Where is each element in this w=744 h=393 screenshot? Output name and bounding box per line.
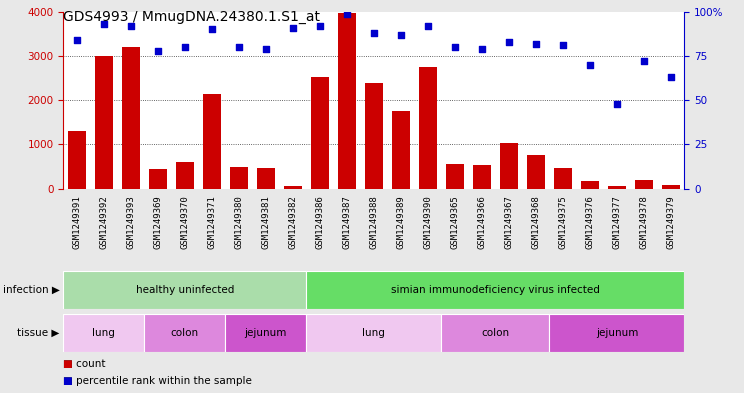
Text: ■ percentile rank within the sample: ■ percentile rank within the sample [63, 376, 252, 386]
Bar [307, 271, 684, 309]
Point [233, 44, 245, 50]
Point [71, 37, 83, 43]
Text: simian immunodeficiency virus infected: simian immunodeficiency virus infected [391, 285, 600, 295]
Bar [311, 77, 329, 189]
Point [395, 31, 407, 38]
Point [287, 24, 299, 31]
Point [341, 10, 353, 17]
Point [611, 101, 623, 107]
Text: ■: ■ [62, 376, 71, 386]
Point [314, 23, 326, 29]
Point [97, 21, 109, 27]
Text: tissue ▶: tissue ▶ [17, 328, 60, 338]
Text: jejunum: jejunum [245, 328, 287, 338]
Bar [203, 94, 220, 189]
Bar [257, 168, 275, 189]
Bar [635, 180, 652, 189]
Bar [63, 271, 307, 309]
Bar [122, 47, 140, 189]
Point [503, 39, 515, 45]
Text: lung: lung [362, 328, 385, 338]
Bar [176, 162, 193, 189]
Point [179, 44, 190, 50]
Bar [95, 56, 112, 189]
Point [638, 58, 650, 64]
Bar [144, 314, 225, 352]
Point [260, 46, 272, 52]
Bar [441, 314, 549, 352]
Bar [549, 314, 684, 352]
Bar [365, 83, 382, 189]
Bar [284, 186, 301, 189]
Point [449, 44, 461, 50]
Bar [230, 167, 248, 189]
Bar [446, 164, 464, 189]
Text: jejunum: jejunum [596, 328, 638, 338]
Point [125, 23, 137, 29]
Bar [419, 66, 437, 189]
Point [368, 30, 380, 36]
Bar [608, 186, 626, 189]
Point [584, 62, 596, 68]
Bar [307, 314, 441, 352]
Bar [225, 314, 307, 352]
Bar [392, 111, 410, 189]
Point [152, 48, 164, 54]
Bar [662, 185, 680, 189]
Bar [527, 155, 545, 189]
Point [530, 40, 542, 47]
Text: ■ count: ■ count [63, 358, 106, 369]
Point [422, 23, 434, 29]
Bar [149, 169, 167, 189]
Point [557, 42, 569, 48]
Bar [68, 131, 86, 189]
Point [476, 46, 488, 52]
Text: colon: colon [481, 328, 510, 338]
Bar [338, 13, 356, 189]
Bar [554, 168, 571, 189]
Text: GDS4993 / MmugDNA.24380.1.S1_at: GDS4993 / MmugDNA.24380.1.S1_at [63, 10, 320, 24]
Text: infection ▶: infection ▶ [3, 285, 60, 295]
Bar [63, 314, 144, 352]
Bar [473, 165, 491, 189]
Text: colon: colon [170, 328, 199, 338]
Bar [500, 143, 518, 189]
Text: ■: ■ [62, 358, 71, 369]
Text: lung: lung [92, 328, 115, 338]
Text: healthy uninfected: healthy uninfected [135, 285, 234, 295]
Bar [581, 181, 599, 189]
Point [206, 26, 218, 33]
Point [665, 74, 677, 80]
